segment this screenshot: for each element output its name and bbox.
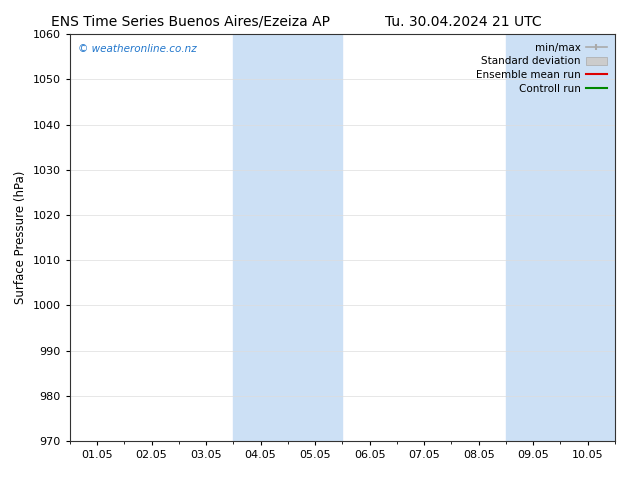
Y-axis label: Surface Pressure (hPa): Surface Pressure (hPa) — [14, 171, 27, 304]
Bar — [233, 34, 342, 441]
Legend: min/max, Standard deviation, Ensemble mean run, Controll run: min/max, Standard deviation, Ensemble me… — [473, 40, 610, 97]
Bar — [506, 34, 615, 441]
Text: Tu. 30.04.2024 21 UTC: Tu. 30.04.2024 21 UTC — [384, 15, 541, 29]
Text: ENS Time Series Buenos Aires/Ezeiza AP: ENS Time Series Buenos Aires/Ezeiza AP — [51, 15, 330, 29]
Text: © weatheronline.co.nz: © weatheronline.co.nz — [78, 45, 197, 54]
